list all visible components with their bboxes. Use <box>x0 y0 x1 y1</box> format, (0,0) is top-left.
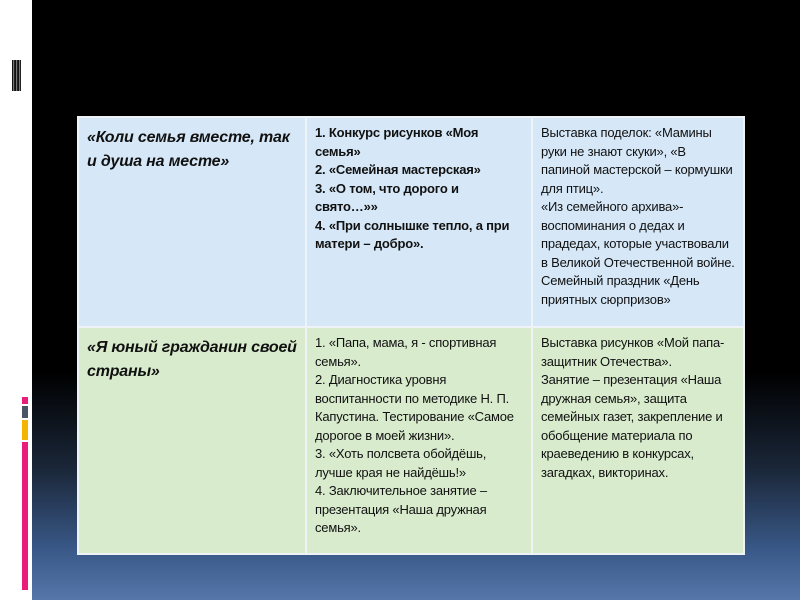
decorative-barcode <box>12 60 21 91</box>
accent-bar-orange <box>22 420 28 440</box>
activity-item: 1. Конкурс рисунков «Моя семья» <box>315 125 479 159</box>
theme-cell: «Я юный гражданин своей страны» <box>77 326 307 555</box>
events-cell: Выставка рисунков «Мой папа- защитник От… <box>531 326 745 555</box>
event-item: «Из семейного архива»- воспоминания о де… <box>541 199 735 270</box>
accent-bar-pink <box>22 442 28 590</box>
events-cell: Выставка поделок: «Мамины руки не знают … <box>531 116 745 328</box>
activity-item: 4. «При солнышке тепло, а при матери – д… <box>315 217 510 252</box>
table-row: «Я юный гражданин своей страны» 1. «Папа… <box>77 326 745 555</box>
activities-cell: 1. Конкурс рисунков «Моя семья» 2. «Семе… <box>305 116 533 328</box>
table-row: «Коли семья вместе, так и душа на месте»… <box>77 116 745 328</box>
event-item: Выставка поделок: «Мамины руки не знают … <box>541 125 733 196</box>
activities-cell: 1. «Папа, мама, я - спортивная семья». 2… <box>305 326 533 555</box>
accent-bar-pink-small <box>22 397 28 404</box>
activity-item: 3. «О том, что дорого и свято…»» <box>315 180 459 215</box>
activity-item: 2. Диагностика уровня воспитанности по м… <box>315 372 514 443</box>
event-item: Выставка рисунков «Мой папа- защитник От… <box>541 335 725 369</box>
plan-table: «Коли семья вместе, так и душа на месте»… <box>77 116 745 555</box>
activity-item: 2. «Семейная мастерская» <box>315 162 481 177</box>
activity-item: 1. «Папа, мама, я - спортивная семья». <box>315 335 497 369</box>
accent-bar-gray <box>22 406 28 418</box>
theme-cell: «Коли семья вместе, так и душа на месте» <box>77 116 307 328</box>
activity-item: 4. Заключительное занятие – презентация … <box>315 483 487 535</box>
event-item: Занятие – презентация «Наша дружная семь… <box>541 372 723 480</box>
event-item: Семейный праздник «День приятных сюрприз… <box>541 273 700 307</box>
activity-item: 3. «Хоть полсвета обойдёшь, лучше края н… <box>315 446 487 480</box>
